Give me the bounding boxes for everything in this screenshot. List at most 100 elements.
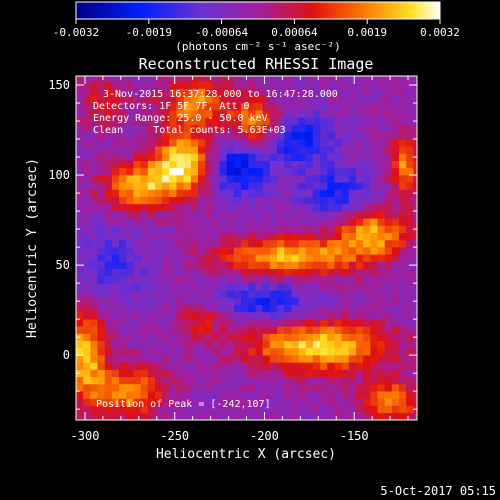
heatmap-cell bbox=[399, 153, 407, 161]
heatmap-cell bbox=[133, 81, 141, 89]
heatmap-cell bbox=[406, 247, 414, 255]
heatmap-cell bbox=[305, 110, 314, 118]
heatmap-cell bbox=[190, 376, 199, 385]
heatmap-cell bbox=[198, 340, 206, 349]
heatmap-cell bbox=[147, 160, 156, 169]
heatmap-cell bbox=[83, 398, 91, 406]
heatmap-cell bbox=[183, 311, 192, 320]
heatmap-cell bbox=[205, 203, 213, 212]
heatmap-cell bbox=[233, 347, 242, 356]
heatmap-cell bbox=[147, 239, 156, 248]
heatmap-cell bbox=[119, 261, 127, 270]
heatmap-cell bbox=[183, 254, 192, 262]
heatmap-cell bbox=[377, 196, 385, 205]
heatmap-cell bbox=[76, 196, 84, 205]
heatmap-cell bbox=[198, 391, 206, 399]
heatmap-cell bbox=[355, 218, 364, 226]
heatmap-cell bbox=[262, 175, 271, 183]
heatmap-cell bbox=[90, 261, 98, 270]
heatmap-cell bbox=[320, 211, 328, 219]
heatmap-cell bbox=[169, 398, 177, 406]
heatmap-cell bbox=[176, 355, 184, 363]
heatmap-cell bbox=[241, 203, 249, 212]
heatmap-cell bbox=[255, 103, 263, 111]
heatmap-cell bbox=[111, 81, 120, 89]
heatmap-cell bbox=[147, 319, 156, 327]
heatmap-cell bbox=[190, 347, 199, 356]
heatmap-cell bbox=[320, 369, 328, 378]
heatmap-cell bbox=[176, 139, 184, 147]
heatmap-cell bbox=[190, 333, 199, 342]
heatmap-cell bbox=[255, 239, 263, 248]
heatmap-cell bbox=[277, 391, 285, 399]
heatmap-cell bbox=[219, 175, 228, 183]
heatmap-cell bbox=[176, 362, 184, 370]
heatmap-cell bbox=[162, 81, 170, 89]
heatmap-cell bbox=[90, 95, 98, 104]
heatmap-cell bbox=[183, 167, 192, 176]
heatmap-cell bbox=[104, 139, 113, 147]
heatmap-cell bbox=[140, 95, 149, 104]
heatmap-cell bbox=[198, 239, 206, 248]
heatmap-cell bbox=[277, 203, 285, 212]
heatmap-cell bbox=[305, 189, 314, 197]
heatmap-cell bbox=[241, 218, 249, 226]
heatmap-cell bbox=[291, 103, 299, 111]
y-tick-label: 0 bbox=[63, 348, 70, 362]
heatmap-cell bbox=[312, 232, 321, 241]
heatmap-cell bbox=[384, 146, 393, 154]
heatmap-cell bbox=[133, 211, 141, 219]
heatmap-cell bbox=[97, 81, 106, 89]
heatmap-cell bbox=[154, 153, 163, 161]
heatmap-cell bbox=[147, 218, 156, 226]
heatmap-cell bbox=[384, 326, 393, 334]
heatmap-cell bbox=[90, 211, 98, 219]
heatmap-cell bbox=[399, 297, 407, 306]
heatmap-cell bbox=[104, 211, 113, 219]
heatmap-cell bbox=[248, 139, 256, 147]
heatmap-cell bbox=[126, 211, 134, 219]
heatmap-cell bbox=[277, 153, 285, 161]
heatmap-cell bbox=[233, 275, 242, 284]
heatmap-cell bbox=[255, 290, 263, 298]
heatmap-cell bbox=[277, 383, 285, 392]
heatmap-cell bbox=[312, 189, 321, 197]
heatmap-cell bbox=[233, 412, 242, 420]
heatmap-cell bbox=[126, 175, 134, 183]
heatmap-cell bbox=[183, 326, 192, 334]
heatmap-cell bbox=[147, 283, 156, 291]
heatmap-cell bbox=[355, 131, 364, 140]
heatmap-cell bbox=[348, 340, 357, 349]
heatmap-cell bbox=[83, 326, 91, 334]
heatmap-cell bbox=[147, 254, 156, 262]
heatmap-cell bbox=[406, 146, 414, 154]
heatmap-cell bbox=[384, 398, 393, 406]
heatmap-cell bbox=[406, 254, 414, 262]
heatmap-cell bbox=[377, 326, 385, 334]
x-axis-ticks: -300 -250 -200 -150 bbox=[71, 76, 409, 443]
heatmap-cell bbox=[248, 275, 256, 284]
heatmap-cell bbox=[169, 117, 177, 125]
heatmap-cell bbox=[97, 283, 106, 291]
heatmap-cell bbox=[133, 412, 141, 420]
heatmap-cell bbox=[119, 391, 127, 399]
colorbar bbox=[75, 1, 441, 20]
heatmap-cell bbox=[190, 398, 199, 406]
heatmap-cell bbox=[162, 268, 170, 277]
heatmap-cell bbox=[133, 146, 141, 154]
heatmap-cell bbox=[111, 333, 120, 342]
heatmap-cell bbox=[198, 297, 206, 306]
heatmap-cell bbox=[269, 139, 278, 147]
heatmap-cell bbox=[119, 398, 127, 406]
heatmap-cell bbox=[413, 247, 417, 255]
heatmap-cell bbox=[190, 160, 199, 169]
heatmap-cell bbox=[119, 146, 127, 154]
heatmap-cell bbox=[391, 283, 400, 291]
heatmap-cell bbox=[241, 110, 249, 118]
heatmap-cell bbox=[190, 124, 199, 133]
heatmap-cell bbox=[97, 340, 106, 349]
heatmap-cell bbox=[190, 297, 199, 306]
heatmap-cell bbox=[284, 232, 292, 241]
heatmap-cell bbox=[111, 160, 120, 169]
heatmap-cell bbox=[219, 117, 228, 125]
